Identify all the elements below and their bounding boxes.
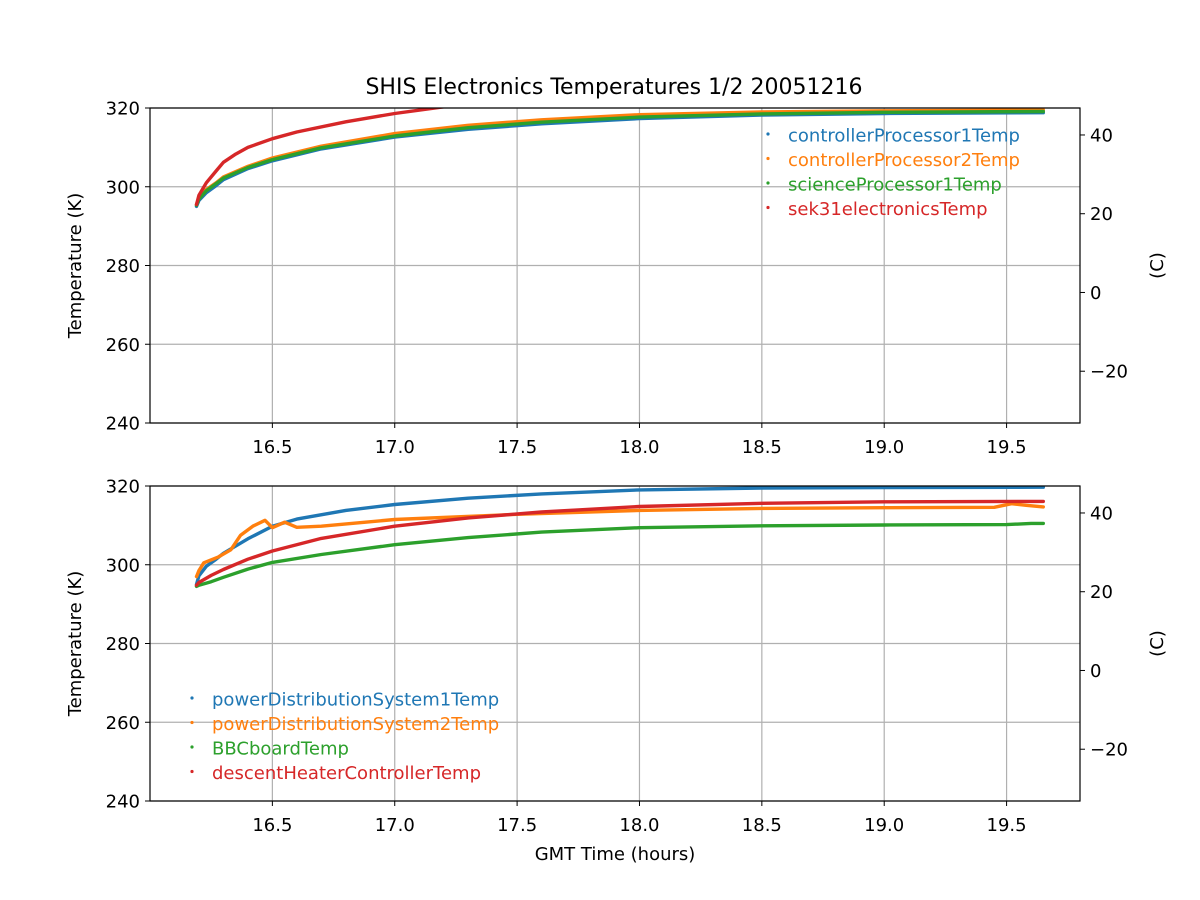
legend-marker (766, 156, 770, 161)
legend-label: descentHeaterControllerTemp (212, 763, 481, 784)
legend-marker (190, 696, 194, 700)
legend-label: powerDistributionSystem1Temp (212, 690, 499, 711)
legend-label: sek31electronicsTemp (788, 199, 988, 220)
legend-marker (766, 205, 770, 210)
legend-marker (190, 745, 194, 749)
x-tick-label: 19.0 (864, 815, 904, 836)
y-axis-label: Temperature (K) (65, 571, 86, 718)
series-line-scienceProcessor1Temp (194, 109, 1046, 208)
x-tick-label: 18.5 (742, 815, 782, 836)
x-tick-label: 18.5 (742, 437, 782, 458)
y-tick-label: 320 (106, 477, 140, 498)
series-line-powerDistributionSystem1Temp (194, 486, 1046, 587)
legend: powerDistributionSystem1Temp powerDistrib… (190, 690, 499, 784)
y-tick-label: 240 (106, 792, 140, 813)
x-tick-label: 18.0 (619, 815, 659, 836)
y-tick-label: 300 (106, 555, 140, 576)
y-tick-label: 300 (106, 177, 140, 198)
y2-tick-label: −20 (1090, 740, 1128, 761)
bottom-panel: 16.5 17.0 17.5 18.0 18.5 19.0 19.5 240 260 280 300… (65, 477, 1168, 866)
y2-tick-label: 20 (1090, 204, 1113, 225)
series-group (194, 486, 1046, 589)
legend-label: controllerProcessor2Temp (788, 150, 1020, 171)
series-group (194, 108, 1046, 209)
series-line-BBCboardTemp (194, 521, 1046, 589)
top-panel: 16.5 17.0 17.5 18.0 18.5 19.0 19.5 240 260 280 300… (65, 99, 1168, 459)
x-tick-label: 17.5 (497, 815, 537, 836)
y2-tick-label: −20 (1090, 362, 1128, 383)
x-tick-label: 16.5 (252, 437, 292, 458)
legend-label: controllerProcessor1Temp (788, 126, 1020, 147)
x-tick-label: 19.0 (864, 437, 904, 458)
series-line-powerDistributionSystem2Temp (194, 502, 1046, 579)
series-line-descentHeaterControllerTemp (194, 499, 1046, 587)
y2-tick-label: 40 (1090, 503, 1113, 524)
legend-label: powerDistributionSystem2Temp (212, 714, 499, 735)
legend-marker (190, 769, 194, 774)
x-tick-label: 18.0 (619, 437, 659, 458)
series-line-sek31electronicsTemp (194, 108, 450, 207)
y-tick-label: 260 (106, 713, 140, 734)
y2-axis-label: (C) (1147, 252, 1168, 279)
figure-title: SHIS Electronics Temperatures 1/2 200512… (365, 75, 862, 100)
x-tick-label: 16.5 (252, 815, 292, 836)
y2-tick-label: 40 (1090, 125, 1113, 146)
x-tick-label: 17.0 (375, 437, 415, 458)
legend: controllerProcessor1Temp controllerProces… (766, 126, 1020, 220)
y-tick-label: 320 (106, 99, 140, 120)
y-tick-label: 260 (106, 335, 140, 356)
legend-label: scienceProcessor1Temp (788, 175, 1002, 196)
x-tick-label: 19.5 (987, 437, 1027, 458)
x-tick-label: 19.5 (987, 815, 1027, 836)
y2-tick-label: 20 (1090, 582, 1113, 603)
x-axis-label: GMT Time (hours) (535, 844, 696, 865)
legend-marker (766, 132, 770, 136)
y2-tick-label: 0 (1090, 661, 1101, 682)
x-tick-label: 17.5 (497, 437, 537, 458)
y-axis-label: Temperature (K) (65, 193, 86, 340)
y-tick-label: 280 (106, 634, 140, 655)
legend-marker (190, 720, 194, 725)
x-tick-label: 17.0 (375, 815, 415, 836)
y-tick-label: 240 (106, 414, 140, 435)
legend-label: BBCboardTemp (212, 739, 349, 760)
legend-marker (766, 181, 770, 185)
y-tick-label: 280 (106, 256, 140, 277)
y2-tick-label: 0 (1090, 283, 1101, 304)
y2-axis-label: (C) (1147, 630, 1168, 657)
